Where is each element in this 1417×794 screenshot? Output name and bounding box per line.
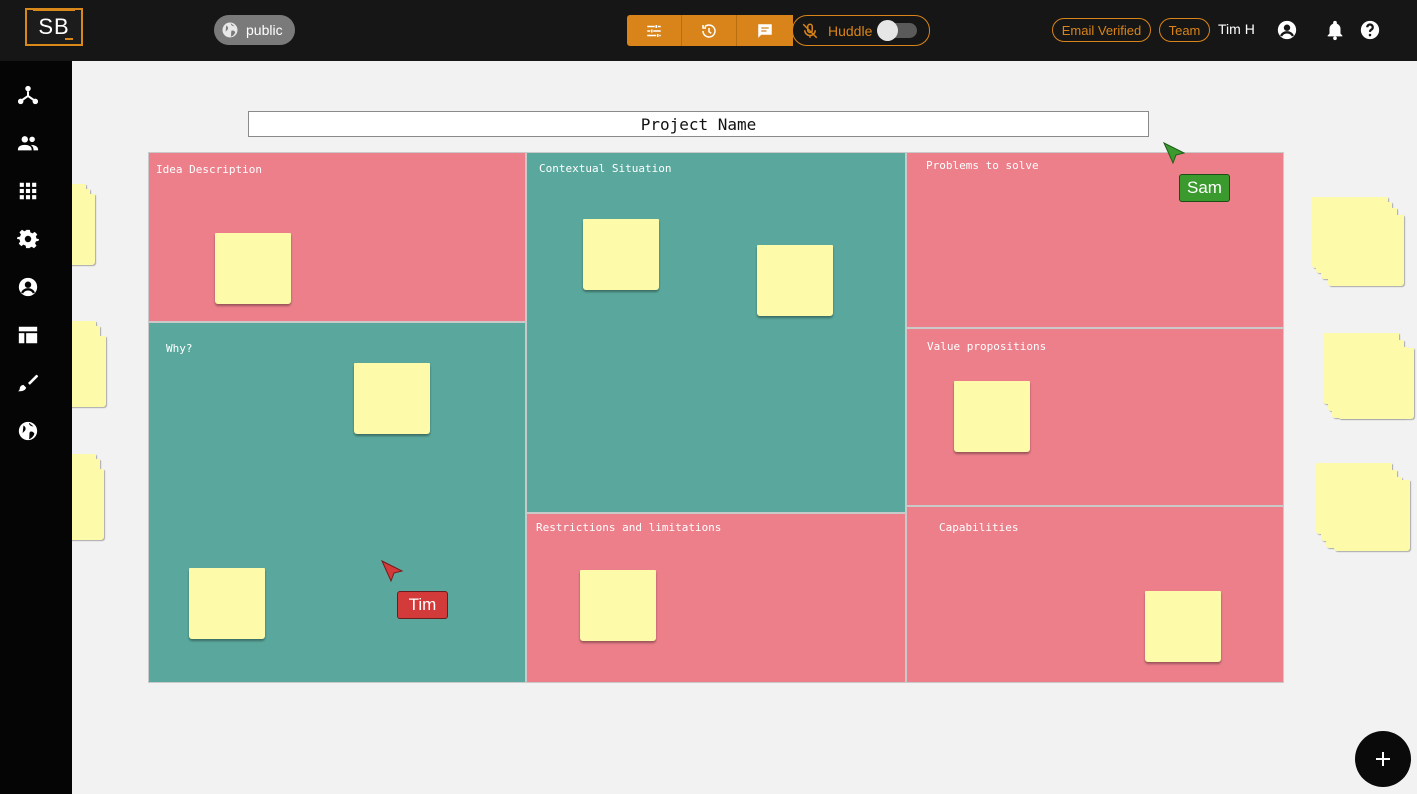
sticky-note[interactable] <box>72 336 106 407</box>
history-icon <box>702 23 716 38</box>
history-button[interactable] <box>682 15 737 46</box>
section-label: Restrictions and limitations <box>536 521 722 534</box>
visibility-label: public <box>246 22 283 38</box>
chat-icon <box>758 23 772 38</box>
visibility-toggle[interactable]: public <box>214 15 295 45</box>
chat-button[interactable] <box>737 15 793 46</box>
sticky-note[interactable] <box>757 245 833 316</box>
section-label: Value propositions <box>927 340 1047 353</box>
sticky-note[interactable] <box>954 381 1030 452</box>
gear-icon[interactable] <box>17 228 39 250</box>
top-bar: SB public Huddle Email Verified Team Tim… <box>0 0 1417 61</box>
project-name-field[interactable]: Project Name <box>248 111 1149 137</box>
table-icon[interactable] <box>17 324 39 346</box>
sticky-note[interactable] <box>72 469 104 540</box>
section-idea-description[interactable]: Idea Description <box>148 152 526 322</box>
globe-icon <box>222 22 238 38</box>
huddle-toggle[interactable] <box>877 20 917 41</box>
logo-text: SB <box>38 14 70 39</box>
sticky-note[interactable] <box>215 233 291 304</box>
user-name: Tim H <box>1218 21 1255 37</box>
section-contextual-situation[interactable]: Contextual Situation <box>526 152 906 513</box>
collaborator-cursor-icon <box>380 559 404 583</box>
people-icon[interactable] <box>17 132 39 154</box>
globe-icon[interactable] <box>17 420 39 442</box>
section-capabilities[interactable]: Capabilities <box>906 506 1284 683</box>
section-label: Why? <box>166 342 193 355</box>
toolbar-group <box>627 15 793 46</box>
collaborator-tag-tim: Tim <box>397 591 448 619</box>
app-logo[interactable]: SB <box>25 8 83 46</box>
help-icon[interactable] <box>1359 19 1381 41</box>
sticky-note[interactable] <box>580 570 656 641</box>
sticky-note[interactable] <box>189 568 265 639</box>
sticky-note[interactable] <box>1328 215 1404 286</box>
sticky-note[interactable] <box>72 194 95 265</box>
huddle-label: Huddle <box>828 22 873 39</box>
huddle-control: Huddle <box>792 15 930 46</box>
network-icon[interactable] <box>17 84 39 106</box>
sticky-note[interactable] <box>1334 480 1410 551</box>
section-restrictions-limitations[interactable]: Restrictions and limitations <box>526 513 906 683</box>
email-verified-badge[interactable]: Email Verified <box>1052 18 1151 42</box>
sticky-note[interactable] <box>354 363 430 434</box>
board-canvas[interactable]: Project Name Idea Description Contextual… <box>72 61 1417 794</box>
account-circle-icon[interactable] <box>17 276 39 298</box>
sticky-note[interactable] <box>1338 348 1414 419</box>
team-badge[interactable]: Team <box>1159 18 1210 42</box>
add-button[interactable] <box>1355 731 1411 787</box>
sliders-icon <box>647 24 661 37</box>
left-sidebar <box>0 61 72 794</box>
notification-bell-icon[interactable] <box>1324 19 1346 41</box>
settings-sliders-button[interactable] <box>627 15 682 46</box>
account-icon[interactable] <box>1276 19 1298 41</box>
grid-icon[interactable] <box>17 180 39 202</box>
plus-icon <box>1376 752 1390 766</box>
section-label: Contextual Situation <box>539 162 672 175</box>
toggle-knob <box>877 20 898 41</box>
sticky-note[interactable] <box>583 219 659 290</box>
collaborator-cursor-icon <box>1162 141 1186 165</box>
brush-icon[interactable] <box>17 372 39 394</box>
collaborator-tag-sam: Sam <box>1179 174 1230 202</box>
section-label: Idea Description <box>156 163 262 176</box>
mic-off-icon[interactable] <box>801 22 819 40</box>
sticky-note[interactable] <box>1145 591 1221 662</box>
section-label: Capabilities <box>939 521 1019 534</box>
section-label: Problems to solve <box>926 159 1039 172</box>
